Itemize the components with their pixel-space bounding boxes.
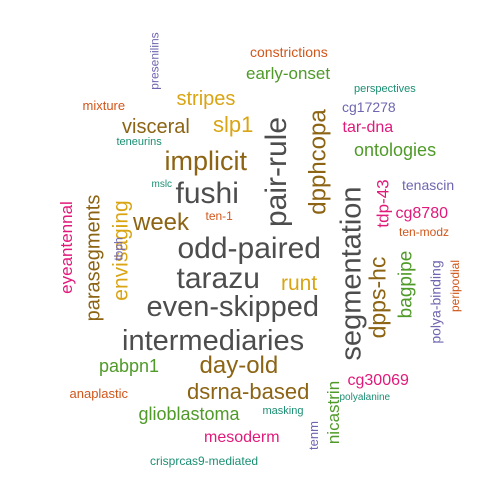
cloud-word-stripes: stripes [176,88,236,110]
cloud-word-day-old: day-old [199,352,279,379]
cloud-word-early-onset: early-onset [246,63,331,83]
cloud-word-runt: runt [281,271,318,295]
cloud-word-even-skipped: even-skipped [146,290,320,323]
cloud-word-cg8780: cg8780 [395,205,449,222]
cloud-word-polyalanine: polyalanine [339,392,391,403]
cloud-word-nicastrin: nicastrin [323,380,343,444]
cloud-word-anaplastic: anaplastic [69,385,129,401]
cloud-word-visceral: visceral [122,116,190,138]
cloud-word-ten-1: ten-1 [205,209,233,223]
cloud-word-tdp-43: tdp-43 [373,178,393,228]
cloud-word-dpps-hc: dpps-hc [364,256,391,338]
cloud-word-peripodial: peripodial [448,259,463,313]
cloud-word-pair-rule: pair-rule [260,116,294,228]
cloud-word-pabpn1: pabpn1 [99,356,160,376]
cloud-word-crisprcas9-mediated: crisprcas9-mediated [150,454,259,468]
cloud-word-segmentation: segmentation [335,185,368,361]
cloud-word-mixture: mixture [82,97,126,113]
cloud-word-mslc: mslc [151,179,173,190]
cloud-word-ontologies: ontologies [354,140,437,160]
cloud-word-tenascin: tenascin [402,177,455,193]
cloud-word-tarazu: tarazu [176,262,260,295]
cloud-word-glioblastoma: glioblastoma [138,404,240,424]
cloud-word-fushi: fushi [175,177,239,210]
cloud-word-polya-binding: polya-binding [427,260,444,344]
cloud-word-tbph: tbph [111,237,126,261]
cloud-word-teneurins: teneurins [116,135,162,148]
cloud-word-mesoderm: mesoderm [204,429,280,446]
cloud-word-cg17278: cg17278 [342,99,396,115]
cloud-word-ten-modz: ten-modz [399,225,450,239]
cloud-word-implicit: implicit [164,145,248,176]
cloud-word-presenilins: presenilins [147,32,162,90]
cloud-word-eyeantennal: eyeantennal [56,200,76,294]
cloud-word-slp1: slp1 [213,112,254,137]
cloud-word-tenm: tenm [305,420,321,450]
cloud-word-parasegments: parasegments [81,194,104,322]
cloud-word-tar-dna: tar-dna [342,119,394,136]
cloud-word-week: week [133,209,190,236]
cloud-word-odd-paired: odd-paired [177,232,321,265]
cloud-word-constrictions: constrictions [250,44,328,60]
cloud-word-bagpipe: bagpipe [395,250,417,318]
cloud-word-intermediaries: intermediaries [122,324,305,357]
cloud-word-dsrna-based: dsrna-based [187,379,310,404]
cloud-word-perspectives: perspectives [354,82,416,95]
cloud-word-dpphcopa: dpphcopa [304,109,332,215]
cloud-word-masking: masking [262,404,304,417]
cloud-word-cg30069: cg30069 [347,372,409,389]
